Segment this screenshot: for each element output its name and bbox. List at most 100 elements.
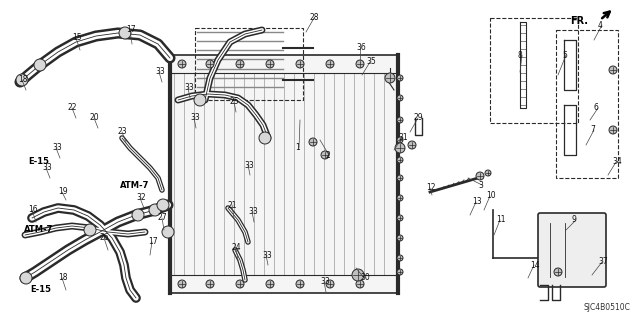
Text: 33: 33 bbox=[155, 68, 164, 77]
Circle shape bbox=[157, 199, 169, 211]
Text: 1: 1 bbox=[295, 144, 300, 152]
Circle shape bbox=[397, 117, 403, 123]
Text: 35: 35 bbox=[366, 57, 376, 66]
Text: 27: 27 bbox=[158, 213, 168, 222]
Circle shape bbox=[395, 143, 405, 153]
Circle shape bbox=[397, 195, 403, 201]
Text: 10: 10 bbox=[486, 191, 495, 201]
Text: 33: 33 bbox=[52, 144, 61, 152]
Circle shape bbox=[397, 269, 403, 275]
Circle shape bbox=[397, 75, 403, 81]
Circle shape bbox=[352, 269, 364, 281]
Text: SJC4B0510C: SJC4B0510C bbox=[583, 303, 630, 312]
FancyBboxPatch shape bbox=[538, 213, 606, 287]
Circle shape bbox=[609, 66, 617, 74]
Circle shape bbox=[259, 132, 271, 144]
Text: 33: 33 bbox=[190, 114, 200, 122]
Circle shape bbox=[385, 73, 395, 83]
Text: 21: 21 bbox=[228, 201, 237, 210]
Text: 36: 36 bbox=[356, 43, 365, 53]
Text: 23: 23 bbox=[118, 128, 127, 137]
Circle shape bbox=[16, 74, 28, 86]
Text: 2: 2 bbox=[325, 151, 330, 160]
Circle shape bbox=[194, 94, 206, 106]
Circle shape bbox=[178, 280, 186, 288]
Circle shape bbox=[149, 204, 161, 216]
Circle shape bbox=[397, 235, 403, 241]
Circle shape bbox=[236, 60, 244, 68]
Text: 33: 33 bbox=[244, 160, 253, 169]
Text: 17: 17 bbox=[126, 26, 136, 34]
Text: 32: 32 bbox=[136, 194, 146, 203]
Circle shape bbox=[356, 280, 364, 288]
Text: 4: 4 bbox=[598, 20, 603, 29]
Text: 13: 13 bbox=[472, 197, 482, 206]
Text: 25: 25 bbox=[230, 98, 239, 107]
Text: 22: 22 bbox=[68, 103, 77, 113]
Circle shape bbox=[397, 95, 403, 101]
Text: 14: 14 bbox=[530, 261, 540, 270]
Circle shape bbox=[162, 226, 174, 238]
Text: E-15: E-15 bbox=[30, 286, 51, 294]
Text: 29: 29 bbox=[414, 114, 424, 122]
Circle shape bbox=[309, 138, 317, 146]
Text: FR.: FR. bbox=[570, 16, 588, 26]
Text: 28: 28 bbox=[310, 13, 319, 23]
Circle shape bbox=[119, 27, 131, 39]
Text: 11: 11 bbox=[496, 216, 506, 225]
Circle shape bbox=[609, 126, 617, 134]
Circle shape bbox=[34, 59, 46, 71]
Text: 33: 33 bbox=[248, 207, 258, 217]
Circle shape bbox=[397, 215, 403, 221]
Circle shape bbox=[356, 60, 364, 68]
Text: 34: 34 bbox=[612, 158, 621, 167]
Circle shape bbox=[397, 137, 403, 143]
Circle shape bbox=[397, 255, 403, 261]
Circle shape bbox=[397, 175, 403, 181]
Circle shape bbox=[236, 280, 244, 288]
Circle shape bbox=[266, 280, 274, 288]
Text: 37: 37 bbox=[598, 257, 608, 266]
Text: 26: 26 bbox=[100, 234, 109, 242]
Circle shape bbox=[296, 60, 304, 68]
Circle shape bbox=[206, 280, 214, 288]
Text: 7: 7 bbox=[590, 125, 595, 135]
Text: 20: 20 bbox=[90, 114, 100, 122]
Circle shape bbox=[206, 60, 214, 68]
Text: 17: 17 bbox=[148, 238, 157, 247]
Text: ATM-7: ATM-7 bbox=[24, 226, 53, 234]
Text: E-15: E-15 bbox=[28, 158, 49, 167]
Text: 30: 30 bbox=[360, 273, 370, 283]
Text: 8: 8 bbox=[518, 50, 523, 60]
Circle shape bbox=[132, 209, 144, 221]
Text: 33: 33 bbox=[42, 164, 52, 173]
Text: 6: 6 bbox=[594, 103, 599, 113]
Circle shape bbox=[84, 224, 96, 236]
Circle shape bbox=[397, 157, 403, 163]
Text: 31: 31 bbox=[398, 133, 408, 143]
Text: 9: 9 bbox=[572, 216, 577, 225]
Circle shape bbox=[326, 60, 334, 68]
Circle shape bbox=[20, 272, 32, 284]
Text: 24: 24 bbox=[232, 243, 242, 253]
Text: 19: 19 bbox=[58, 188, 68, 197]
Text: 5: 5 bbox=[562, 50, 567, 60]
Text: 12: 12 bbox=[426, 183, 435, 192]
Circle shape bbox=[485, 170, 491, 176]
Circle shape bbox=[266, 60, 274, 68]
Text: 15: 15 bbox=[72, 33, 82, 42]
Circle shape bbox=[476, 172, 484, 180]
Text: 3: 3 bbox=[478, 181, 483, 189]
Circle shape bbox=[321, 151, 329, 159]
Text: 16: 16 bbox=[28, 205, 38, 214]
Text: 33: 33 bbox=[320, 278, 330, 286]
Text: ATM-7: ATM-7 bbox=[120, 181, 149, 189]
Circle shape bbox=[408, 141, 416, 149]
Text: 18: 18 bbox=[58, 273, 67, 283]
Circle shape bbox=[178, 60, 186, 68]
Circle shape bbox=[296, 280, 304, 288]
Circle shape bbox=[326, 280, 334, 288]
Circle shape bbox=[554, 268, 562, 276]
Text: 18: 18 bbox=[18, 76, 28, 85]
Text: 33: 33 bbox=[184, 84, 194, 93]
